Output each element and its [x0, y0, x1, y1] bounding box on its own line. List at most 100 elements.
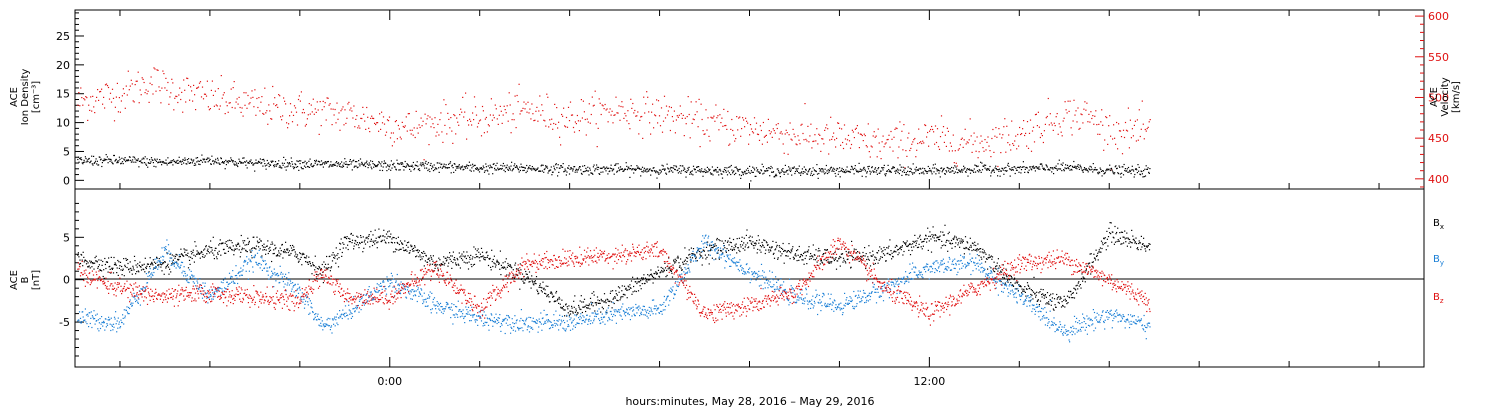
density-point	[1129, 170, 1131, 172]
velocity-point	[1105, 116, 1107, 118]
density-point	[770, 165, 772, 168]
density-point	[329, 165, 331, 167]
density-point	[649, 168, 651, 170]
density-point	[719, 168, 721, 170]
bx-point	[235, 244, 237, 246]
density-point	[217, 159, 219, 161]
bx-point	[889, 254, 892, 256]
density-point	[1124, 169, 1126, 172]
density-point	[552, 171, 554, 173]
velocity-point	[422, 120, 424, 122]
bx-point	[1134, 241, 1137, 243]
density-point	[174, 160, 176, 162]
bx-point	[107, 271, 109, 273]
bx-point	[294, 251, 296, 253]
density-point	[418, 168, 420, 170]
bx-point	[888, 253, 890, 256]
bx-point	[586, 307, 588, 309]
density-point	[794, 170, 797, 173]
by-point	[102, 325, 104, 327]
bx-point	[1084, 281, 1086, 283]
velocity-point	[457, 121, 459, 123]
density-point	[1096, 169, 1098, 171]
bx-point	[660, 271, 662, 273]
bx-point	[293, 249, 295, 251]
density-point	[604, 167, 606, 169]
bx-point	[668, 257, 670, 259]
velocity-point	[631, 107, 633, 109]
density-point	[1006, 170, 1008, 172]
density-point	[443, 163, 445, 165]
velocity-point	[832, 136, 834, 138]
bx-point	[541, 291, 543, 293]
velocity-point	[593, 104, 595, 106]
velocity-point	[1095, 110, 1097, 112]
by-point	[78, 319, 80, 321]
bx-point	[528, 281, 530, 283]
bx-point	[334, 255, 336, 257]
velocity-point	[1026, 121, 1029, 123]
density-point	[1037, 167, 1039, 169]
bx-point	[920, 238, 922, 241]
bx-point	[534, 282, 536, 284]
bx-point	[138, 264, 140, 267]
density-point	[1140, 170, 1142, 172]
density-point	[128, 159, 130, 162]
density-point	[624, 168, 627, 170]
bx-point	[759, 245, 761, 247]
density-point	[750, 170, 752, 172]
bx-point	[411, 248, 413, 250]
velocity-point	[373, 117, 375, 120]
bx-point	[641, 277, 643, 279]
bx-point	[446, 256, 449, 258]
bx-point	[879, 258, 881, 260]
density-point	[556, 167, 558, 169]
velocity-point	[794, 136, 796, 138]
bx-point	[402, 243, 404, 245]
velocity-point	[257, 106, 259, 109]
density-point	[567, 167, 569, 169]
density-point	[1080, 167, 1082, 169]
density-point	[264, 163, 266, 165]
density-point	[365, 162, 367, 164]
density-point	[164, 162, 166, 164]
velocity-point	[148, 101, 150, 103]
density-point	[293, 166, 295, 168]
bx-point	[365, 237, 368, 239]
density-point	[546, 167, 549, 169]
velocity-point	[521, 110, 523, 112]
bx-point	[363, 241, 365, 243]
density-point	[810, 174, 812, 176]
bx-point	[211, 249, 213, 251]
bx-point	[934, 234, 936, 236]
density-point	[856, 171, 858, 173]
bx-point	[276, 254, 279, 256]
bx-point	[491, 249, 493, 251]
density-point	[786, 169, 788, 171]
density-point	[469, 169, 471, 171]
bx-point	[1011, 277, 1013, 279]
bx-point	[747, 247, 749, 249]
velocity-point	[441, 131, 443, 133]
bx-point	[219, 239, 221, 241]
bx-point	[287, 251, 289, 254]
density-point	[482, 165, 484, 167]
density-point	[920, 168, 922, 170]
bx-point	[230, 240, 232, 242]
bx-point	[178, 258, 180, 261]
bx-point	[1042, 289, 1044, 291]
density-point	[237, 165, 239, 168]
bx-point	[851, 255, 853, 257]
bx-point	[705, 246, 708, 248]
bx-point	[85, 263, 88, 265]
bx-point	[797, 249, 799, 251]
density-point	[88, 157, 90, 160]
density-point	[769, 168, 771, 170]
velocity-point	[913, 139, 915, 141]
velocity-point	[598, 98, 600, 100]
velocity-point	[738, 117, 740, 119]
bx-point	[524, 279, 526, 281]
velocity-point	[817, 143, 819, 145]
density-point	[845, 169, 847, 171]
bx-point	[1086, 265, 1088, 267]
